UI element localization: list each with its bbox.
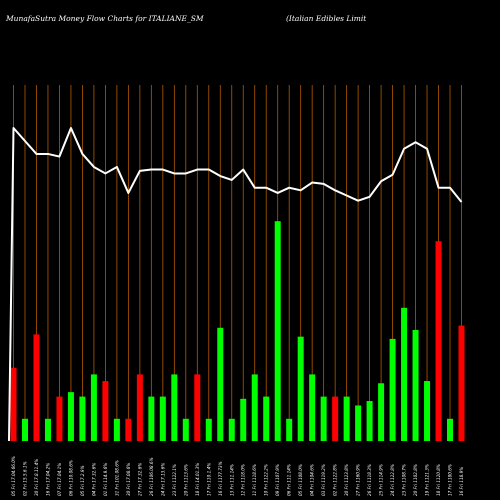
x-tick-label: 25 Fri 1114.9% [379, 464, 384, 496]
flow-bar-up [240, 398, 247, 441]
x-tick-labels: 05 Fri 17.04.66.0% 02 Fri 15.5.6.1% 30 Fri… [11, 456, 464, 496]
x-tick-label: 30 Fri 1123.8% [344, 464, 349, 496]
chart-title-company: (Italian Edibles Limit [286, 14, 367, 23]
flow-bar-down [435, 241, 442, 441]
flow-bar-up [182, 418, 189, 441]
flow-bar-up [251, 374, 258, 441]
flow-bar-up [205, 418, 212, 441]
flow-bar-up [79, 396, 86, 441]
x-tick-label: 17 Fri 1180.6% [448, 464, 453, 496]
x-tick-label: 24 Fri 17.13.6% [160, 463, 165, 496]
x-tick-label: 01 Fri 114.9.6% [103, 463, 108, 496]
x-tick-label: 05 Fri 17.04.66.0% [11, 456, 16, 496]
flow-bar-up [228, 418, 235, 441]
flow-bar-down [33, 334, 40, 441]
flow-bar-up [263, 396, 270, 441]
x-tick-label: 20 Fri 1113.6% [183, 464, 188, 496]
flow-bar-up [113, 418, 120, 441]
x-tick-label: 04 Fri 17.32.6% [91, 463, 96, 496]
x-tick-label: 07 Fri 17.04.1% [57, 463, 62, 496]
x-tick-label: 18 Fri 14.01.3% [195, 463, 200, 496]
flow-bar-up [67, 392, 74, 441]
x-tick-label: 03 Fri 1119.2% [321, 464, 326, 496]
x-tick-label: 02 Fri 15.5.6.1% [22, 461, 27, 496]
x-tick-label: 06 Fri 111.14% [287, 464, 292, 496]
x-tick-label: 04 Fri 1104.6% [310, 464, 315, 496]
x-tick-label: 18 Fri 1120.8% [436, 464, 441, 496]
x-tick-label: 30 Fri 17.8.11.4% [34, 459, 39, 496]
flow-bar-up [44, 418, 51, 441]
x-tick-label: 16 Fri 17.04.2% [45, 463, 50, 496]
x-tick-label: 31 Fri 101.08.6% [114, 460, 119, 496]
x-tick-label: 23 Fri 1122.1% [172, 464, 177, 496]
x-tick-label: 13 Fri 111.14% [229, 464, 234, 496]
x-tick-label: 30 Fri 17.08.6% [126, 463, 131, 496]
x-tick-label: 26 Fri 1106.08.6% [149, 457, 154, 496]
x-tick-label: 16 Fri 118.9% [459, 467, 464, 496]
flow-bar-up [366, 401, 373, 441]
flow-bar-up [424, 381, 431, 441]
flow-bar-up [148, 396, 155, 441]
flow-bar-up [274, 221, 281, 441]
flow-bar-up [412, 330, 419, 441]
flow-bar-up [343, 396, 350, 441]
flow-bar-up [286, 418, 293, 441]
x-tick-label: 06 Fri 110.08.6% [68, 460, 73, 496]
flow-bar-up [159, 396, 166, 441]
flow-bar-down [125, 418, 132, 441]
x-tick-label: 10 Fri 1122.2% [264, 464, 269, 496]
chart-title: MunafaSutra Money Flow Charts for ITALIA… [5, 14, 204, 23]
flow-bar-up [447, 418, 454, 441]
price-line-group [8, 127, 463, 442]
x-tick-label: 19 Fri 1121.3% [425, 464, 430, 496]
flow-bar-up [309, 374, 316, 441]
flow-bar-down [194, 374, 201, 441]
x-tick-label: 27 Fri 17.32.6% [137, 463, 142, 496]
flow-bar-up [21, 418, 28, 441]
flow-bar-down [136, 374, 143, 441]
flow-bar-down [10, 367, 17, 441]
volume-bars [10, 221, 465, 441]
x-tick-label: 17 Fri 110.1.4% [206, 463, 211, 496]
flow-bar-down [332, 396, 339, 441]
x-tick-label: 27 Fri 1160.9% [356, 464, 361, 496]
flow-bar-up [171, 374, 178, 441]
x-tick-label: 23 Fri 1108.7% [402, 464, 407, 496]
x-tick-label: 05 Fri 17.2.9% [80, 465, 85, 496]
flow-bar-up [355, 405, 362, 441]
flow-bar-up [90, 374, 97, 441]
flow-bar-up [378, 383, 385, 441]
x-tick-label: 11 Fri 1118.6% [252, 464, 257, 496]
flow-bar-up [389, 338, 396, 441]
flow-bar-up [401, 307, 408, 441]
x-tick-label: 05 Fri 1108.0% [298, 464, 303, 496]
flow-bar-up [217, 327, 224, 441]
x-tick-label: 12 Fri 1118.0% [241, 464, 246, 496]
x-tick-label: 09 Fri 1107.9% [275, 464, 280, 496]
x-tick-label: 16 Fri 1177.73% [218, 461, 223, 496]
flow-bar-up [320, 396, 327, 441]
flow-bar-down [56, 396, 63, 441]
x-tick-label: 26 Fri 1118.3% [367, 464, 372, 496]
price-line [8, 127, 463, 442]
flow-bar-down [102, 381, 109, 441]
flow-bar-down [458, 325, 465, 441]
flow-bar-up [297, 336, 304, 441]
x-tick-label: 24 Fri 1122.8% [390, 464, 395, 496]
x-tick-label: 20 Fri 1102.8% [413, 464, 418, 496]
x-tick-label: 02 Fri 1122.8% [333, 464, 338, 496]
